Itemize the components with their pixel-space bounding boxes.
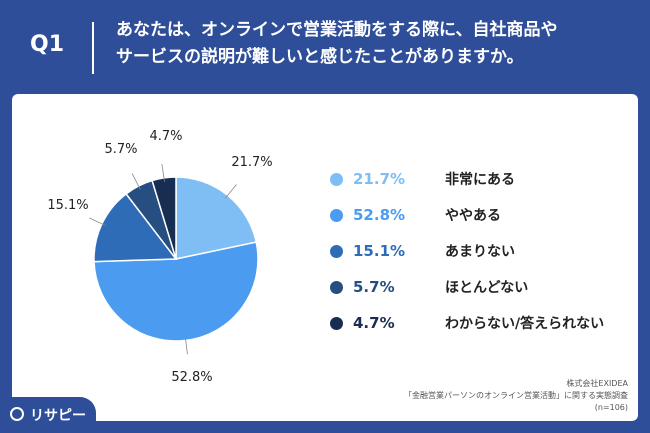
brand-badge: リサピー (0, 397, 96, 433)
legend-item: 15.1% あまりない (330, 240, 630, 262)
question-text: あなたは、オンラインで営業活動をする際に、自社商品や サービスの説明が難しいと感… (116, 20, 558, 67)
legend-percent: 21.7% (353, 170, 406, 188)
legend-label: ややある (445, 208, 501, 224)
source-sample-size: (n=106) (594, 403, 628, 412)
legend-label: あまりない (445, 244, 515, 260)
source-note: 株式会社EXIDEA 「金融営業パーソンのオンライン営業活動」に関する実態調査 … (404, 378, 628, 414)
brand-name: リサピー (30, 408, 86, 424)
header-divider (92, 22, 94, 74)
slice-leader-line (131, 173, 141, 190)
slice-label: 21.7% (231, 155, 272, 170)
question-header: Q1 あなたは、オンラインで営業活動をする際に、自社商品や サービスの説明が難し… (0, 0, 650, 92)
slice-label: 52.8% (171, 370, 212, 385)
brand-logo-icon (10, 407, 24, 421)
legend-label: ほとんどない (445, 280, 529, 296)
legend-swatch (330, 280, 343, 294)
slice-label: 15.1% (47, 198, 88, 213)
slice-label: 4.7% (149, 129, 182, 144)
slice-leader-line (224, 184, 237, 199)
slice-leader-line (161, 163, 165, 182)
legend-swatch (330, 172, 343, 186)
legend-item: 52.8% ややある (330, 204, 630, 226)
legend-item: 21.7% 非常にある (330, 168, 630, 190)
legend-item: 4.7% わからない/答えられない (330, 312, 630, 334)
legend-label: わからない/答えられない (445, 316, 605, 332)
slice-leader-line (89, 217, 106, 226)
legend-swatch (330, 208, 343, 222)
source-survey: 「金融営業パーソンのオンライン営業活動」に関する実態調査 (404, 391, 628, 400)
legend-swatch (330, 316, 343, 330)
legend-label: 非常にある (445, 172, 515, 188)
question-number: Q1 (30, 32, 65, 57)
slice-label: 5.7% (104, 142, 137, 157)
legend-percent: 5.7% (353, 278, 395, 296)
source-company: 株式会社EXIDEA (566, 379, 628, 388)
slice-leader-line (184, 336, 188, 355)
legend-swatch (330, 244, 343, 258)
legend-percent: 4.7% (353, 314, 395, 332)
legend-percent: 15.1% (353, 242, 406, 260)
legend-item: 5.7% ほとんどない (330, 276, 630, 298)
legend-percent: 52.8% (353, 206, 406, 224)
